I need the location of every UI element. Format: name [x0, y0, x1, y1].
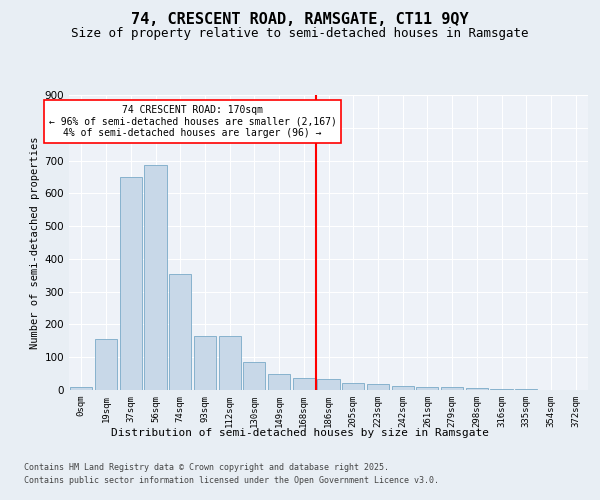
- Bar: [95, 339, 117, 390]
- Text: Distribution of semi-detached houses by size in Ramsgate: Distribution of semi-detached houses by …: [111, 428, 489, 438]
- Bar: [441, 388, 463, 390]
- Bar: [169, 274, 191, 390]
- Y-axis label: Number of semi-detached properties: Number of semi-detached properties: [31, 136, 40, 349]
- Bar: [145, 166, 167, 390]
- Text: 74 CRESCENT ROAD: 170sqm
← 96% of semi-detached houses are smaller (2,167)
4% of: 74 CRESCENT ROAD: 170sqm ← 96% of semi-d…: [49, 105, 337, 138]
- Text: Contains HM Land Registry data © Crown copyright and database right 2025.: Contains HM Land Registry data © Crown c…: [24, 464, 389, 472]
- Text: 74, CRESCENT ROAD, RAMSGATE, CT11 9QY: 74, CRESCENT ROAD, RAMSGATE, CT11 9QY: [131, 12, 469, 28]
- Text: Size of property relative to semi-detached houses in Ramsgate: Size of property relative to semi-detach…: [71, 26, 529, 40]
- Bar: [367, 384, 389, 390]
- Bar: [392, 386, 414, 390]
- Bar: [317, 378, 340, 390]
- Bar: [243, 362, 265, 390]
- Bar: [268, 374, 290, 390]
- Bar: [490, 389, 512, 390]
- Bar: [70, 386, 92, 390]
- Bar: [293, 378, 315, 390]
- Bar: [218, 336, 241, 390]
- Bar: [194, 336, 216, 390]
- Bar: [342, 384, 364, 390]
- Text: Contains public sector information licensed under the Open Government Licence v3: Contains public sector information licen…: [24, 476, 439, 485]
- Bar: [466, 388, 488, 390]
- Bar: [416, 386, 439, 390]
- Bar: [119, 177, 142, 390]
